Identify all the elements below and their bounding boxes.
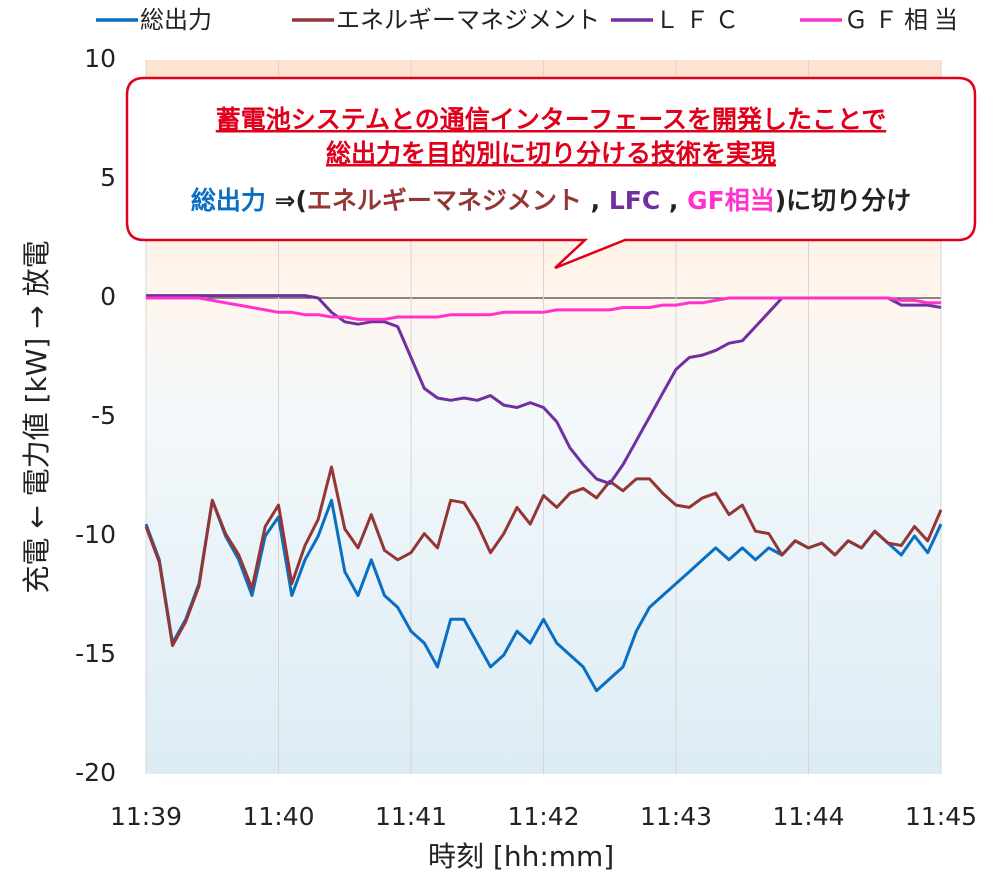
series-line xyxy=(146,296,941,321)
annotation-line: 総出力 ⇒(エネルギーマネジメント , LFC , GF相当)に切り分け xyxy=(191,186,911,215)
annotation-segment: LFC xyxy=(609,186,660,215)
y-tick-label: 10 xyxy=(84,44,116,73)
x-tick-label: 11:44 xyxy=(772,802,844,831)
annotation-segment: エネルギーマネジメント xyxy=(307,186,582,215)
legend-label: エネルギーマネジメント xyxy=(336,6,600,34)
y-tick-label: -5 xyxy=(91,401,116,430)
x-tick-label: 11:45 xyxy=(905,802,977,831)
annotation-line: 総出力を目的別に切り分ける技術を実現 xyxy=(326,139,776,168)
legend-label: 総出力 xyxy=(140,6,212,34)
x-tick-label: 11:42 xyxy=(507,802,579,831)
annotation-segment: GF相当 xyxy=(687,186,775,215)
y-tick-label: -20 xyxy=(75,758,116,787)
annotation-segment: ⇒( xyxy=(266,186,307,215)
annotation-segment: , xyxy=(582,186,609,215)
annotation-segment: )に切り分け xyxy=(775,186,911,215)
y-tick-label: -15 xyxy=(75,639,116,668)
annotation-segment: 総出力 xyxy=(191,186,266,215)
legend-label: ＧＦ相当 xyxy=(844,6,964,34)
x-tick-label: 11:40 xyxy=(242,802,314,831)
y-tick-label: -10 xyxy=(75,520,116,549)
x-tick-label: 11:39 xyxy=(110,802,182,831)
y-tick-label: 5 xyxy=(100,163,116,192)
legend-label: ＬＦＣ xyxy=(655,6,745,34)
y-axis-label: 充電 ← 電力値 [kW] → 放電 xyxy=(20,240,53,593)
y-tick-label: 0 xyxy=(100,282,116,311)
series-line xyxy=(144,465,943,647)
annotation-line: 蓄電池システムとの通信インターフェースを開発したことで xyxy=(216,105,887,134)
x-tick-label: 11:43 xyxy=(640,802,712,831)
x-axis-label: 時刻 [hh:mm] xyxy=(428,840,614,873)
x-tick-label: 11:41 xyxy=(375,802,447,831)
annotation-segment: , xyxy=(660,186,687,215)
callout xyxy=(125,76,977,270)
